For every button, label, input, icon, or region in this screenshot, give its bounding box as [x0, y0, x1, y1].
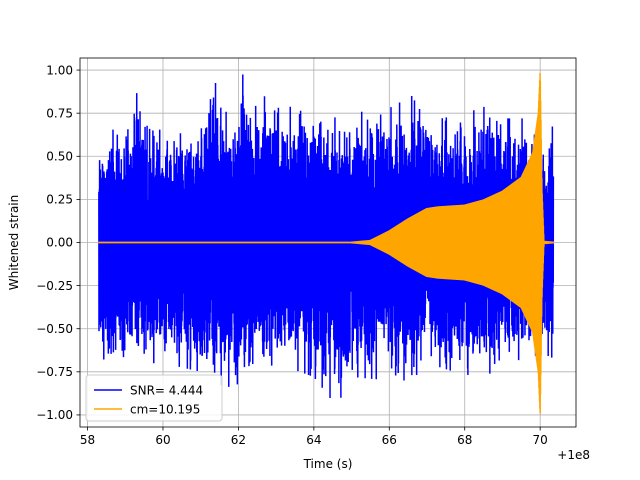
y-tick-label: 0.75	[46, 106, 73, 120]
x-axis-label: Time (s)	[303, 457, 353, 471]
y-tick-label: −0.25	[36, 279, 73, 293]
y-tick-label: −0.75	[36, 365, 73, 379]
y-tick-label: −1.00	[36, 408, 73, 422]
y-tick-label: 0.25	[46, 193, 73, 207]
series-line-cm	[98, 73, 555, 414]
y-tick-label: 0.50	[46, 149, 73, 163]
x-tick-label: 70	[533, 433, 548, 447]
x-tick-label: 60	[155, 433, 170, 447]
plot-area	[98, 73, 555, 414]
x-tick-label: 58	[80, 433, 95, 447]
y-tick-label: −0.50	[36, 322, 73, 336]
x-axis-offset-label: +1e8	[557, 448, 590, 462]
y-axis-label: Whitened strain	[7, 195, 21, 291]
y-tick-label: 1.00	[46, 63, 73, 77]
legend: SNR= 4.444 cm=10.195	[85, 374, 223, 422]
x-tick-label: 68	[457, 433, 472, 447]
ticks: 58 60 62 64 66 68 70 −1.00 −0.75 −0.50 −0.25 0.00 0.…	[36, 63, 548, 447]
x-tick-label: 62	[231, 433, 246, 447]
y-tick-label: 0.00	[46, 236, 73, 250]
legend-label-snr: SNR= 4.444	[130, 384, 203, 398]
x-tick-label: 64	[306, 433, 321, 447]
x-tick-label: 66	[382, 433, 397, 447]
legend-label-cm: cm=10.195	[130, 403, 200, 417]
